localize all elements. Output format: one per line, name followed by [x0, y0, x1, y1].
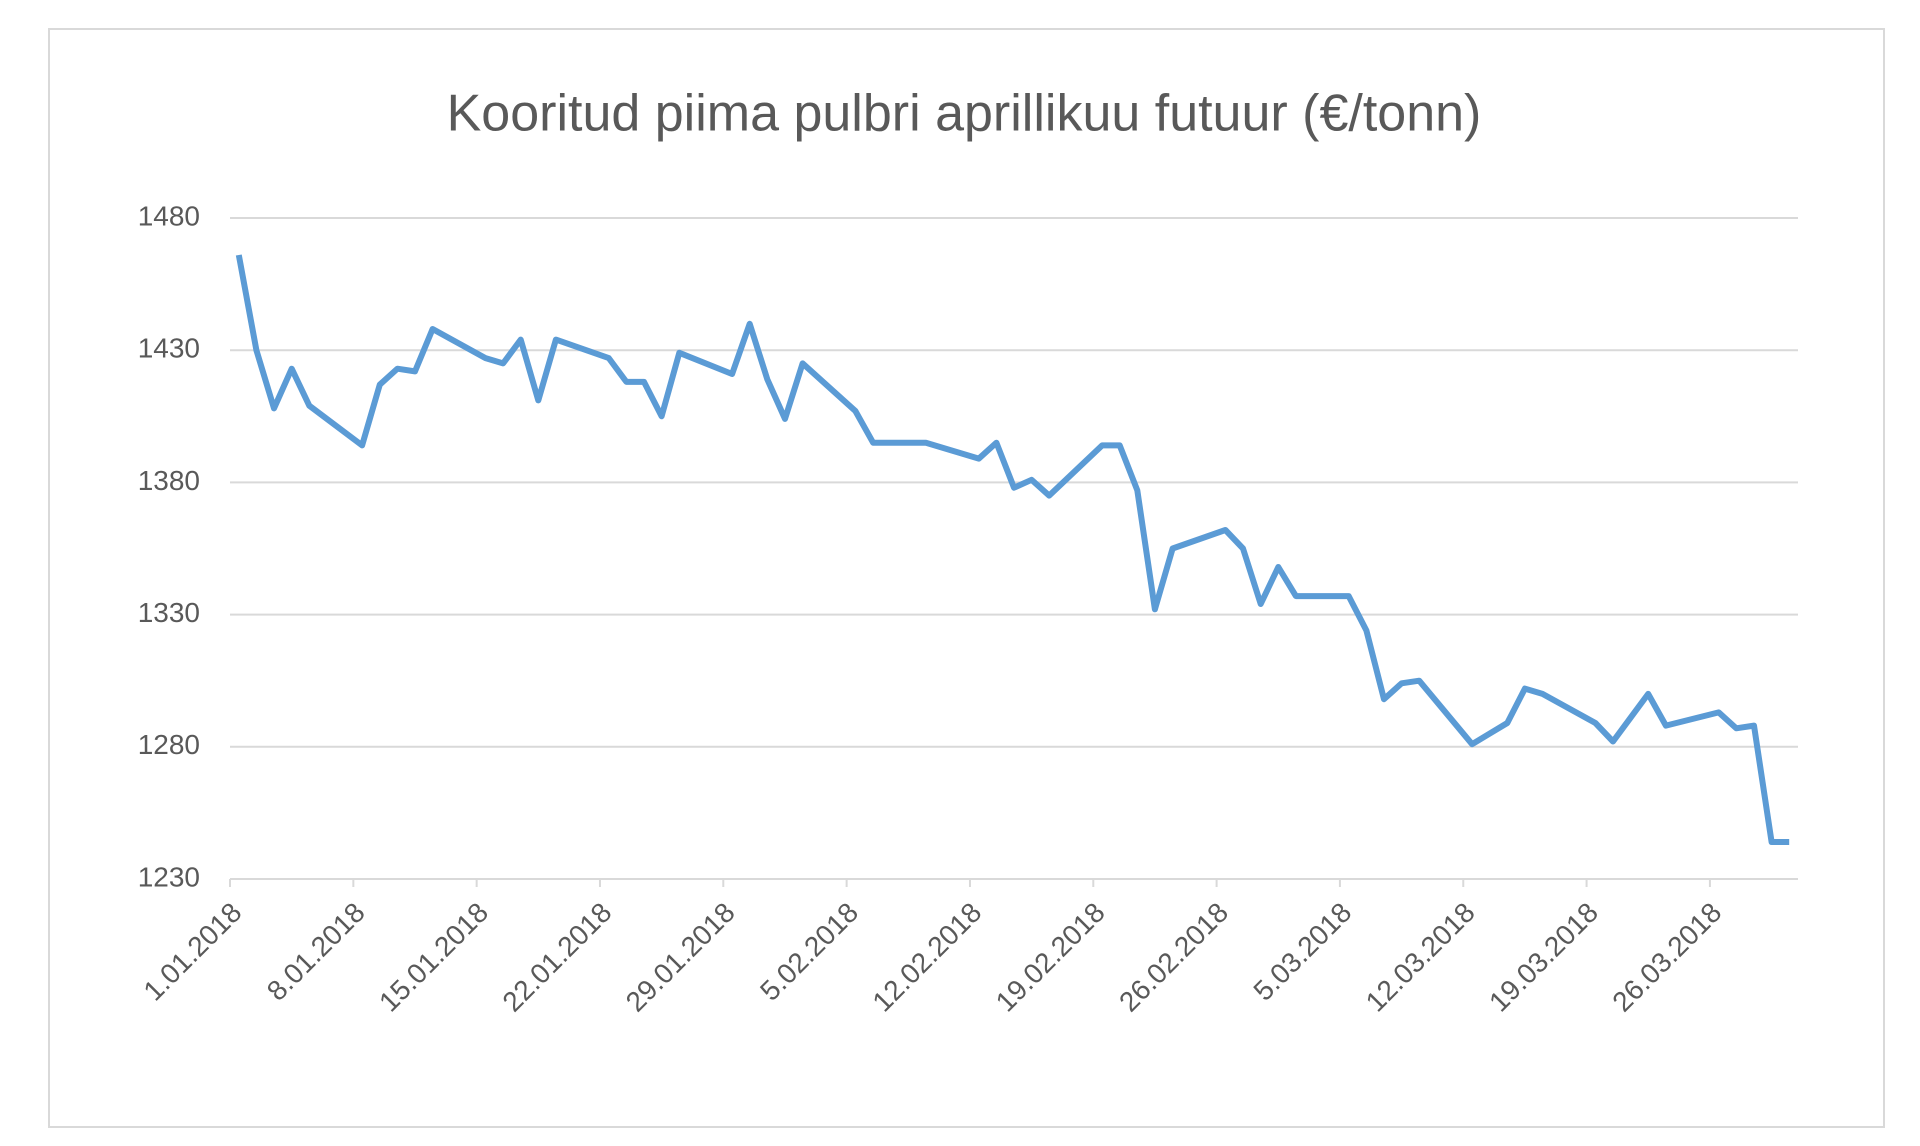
y-tick-label: 1330 — [138, 597, 200, 628]
chart-title: Kooritud piima pulbri aprillikuu futuur … — [447, 85, 1482, 143]
y-tick-label: 1480 — [138, 200, 200, 231]
y-tick-label: 1430 — [138, 333, 200, 364]
data-line — [235, 254, 1790, 845]
y-tick-label: 1230 — [138, 861, 200, 892]
chart-border — [48, 28, 1885, 1128]
y-tick-label: 1380 — [138, 465, 200, 496]
y-tick-label: 1280 — [138, 729, 200, 760]
